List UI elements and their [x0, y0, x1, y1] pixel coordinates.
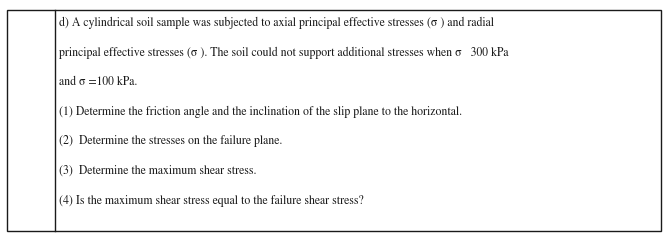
Text: (3)  Determine the maximum shear stress.: (3) Determine the maximum shear stress.	[59, 165, 257, 177]
Text: (1) Determine the friction angle and the inclination of the slip plane to the ho: (1) Determine the friction angle and the…	[59, 106, 462, 118]
FancyBboxPatch shape	[7, 10, 661, 231]
Text: and σ₃=100 kPa.: and σ₃=100 kPa.	[59, 76, 138, 88]
Text: (4) Is the maximum shear stress equal to the failure shear stress?: (4) Is the maximum shear stress equal to…	[59, 195, 364, 207]
Text: d) A cylindrical soil sample was subjected to axial principal effective stresses: d) A cylindrical soil sample was subject…	[59, 17, 494, 29]
Text: principal effective stresses (σ₃). The soil could not support additional stresse: principal effective stresses (σ₃). The s…	[59, 47, 509, 59]
Text: (2)  Determine the stresses on the failure plane.: (2) Determine the stresses on the failur…	[59, 135, 283, 147]
